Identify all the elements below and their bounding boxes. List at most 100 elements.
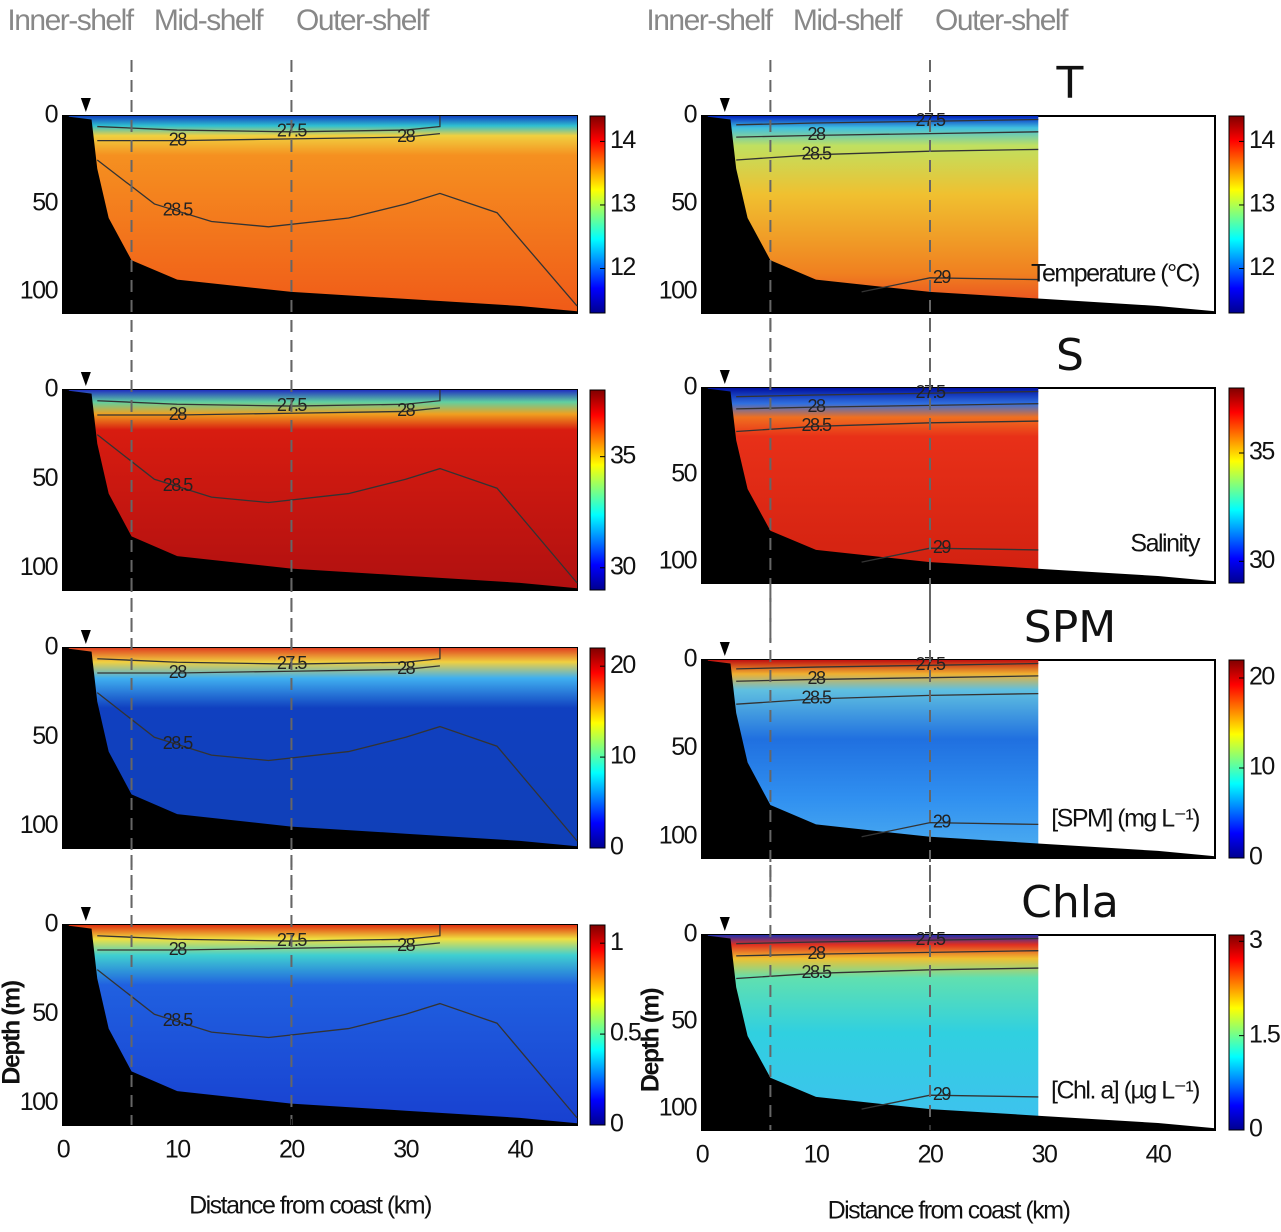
x-tick-label: 0 [696,1141,709,1169]
colorbar-tick-label: 12 [610,253,635,281]
colorbar-tick-label: 1.5 [1249,1020,1280,1048]
isopycnal [736,675,1039,682]
colorbar-tick-label: 3 [1249,926,1262,954]
isopycnal-label: 28.5 [163,733,194,753]
x-tick-label: 30 [393,1136,418,1164]
isopycnal-label: 27.5 [277,395,308,415]
isopycnal [736,420,1039,433]
isopycnal-label: 28 [807,396,826,416]
isopycnal [97,390,441,407]
colorbar [1228,934,1245,1131]
isopycnal-label: 28 [397,126,416,146]
station-marker [80,630,91,644]
x-axis-label: Distance from coast (km) [828,1197,1070,1225]
y-tick-label: 50 [671,460,696,488]
y-tick-label: 50 [671,1007,696,1035]
isopycnal [97,132,440,142]
colorbar-tick-label: 20 [610,651,635,679]
isopycnal [736,937,1039,945]
y-tick-label: 50 [671,733,696,761]
y-tick-label: 50 [671,189,696,217]
station-marker [719,370,730,384]
isopycnal-label: 27.5 [915,382,946,402]
colorbar-tick-label: 0 [610,1110,623,1138]
station-marker [80,907,91,921]
isopycnal-label: 27.5 [915,110,946,130]
x-tick-label: 10 [165,1136,190,1164]
isopycnal [97,665,441,674]
x-tick-label: 40 [1146,1141,1171,1169]
y-tick-label: 50 [32,189,57,217]
isopycnal [736,131,1039,138]
x-tick-label: 10 [804,1141,829,1169]
colorbar-tick-label: 0 [1249,843,1262,871]
x-tick-label: 20 [279,1136,304,1164]
zone-header: Outer-shelf [935,4,1069,37]
y-tick-label: 0 [45,633,58,661]
isopycnal-label: 27.5 [277,121,308,141]
x-axis-label: Distance from coast (km) [189,1192,431,1220]
isopycnal-label: 28.5 [801,962,832,982]
isopycnal [96,692,578,842]
variable-label: Temperature (°C) [1031,260,1199,288]
colorbar [1228,115,1245,314]
y-axis-label: Depth (m) [637,988,665,1092]
variable-label: [SPM] (mg L⁻¹) [1051,805,1199,833]
colorbar-tick-label: 12 [1249,253,1274,281]
isopycnal [736,118,1039,126]
isopycnal-label: 28 [169,404,188,424]
y-axis-label: Depth (m) [0,980,26,1084]
y-tick-label: 0 [45,910,58,938]
variable-label: Salinity [1130,530,1201,558]
bathymetry [702,116,1215,313]
bathymetry [63,925,577,1125]
zone-header: Mid-shelf [154,4,264,37]
isopycnal [736,662,1039,670]
row-title: S [1056,330,1084,381]
isopycnal-label: 29 [933,1084,952,1104]
isopycnal-label: 28 [807,124,826,144]
zone-header: Outer-shelf [296,4,430,37]
y-tick-label: 100 [20,1088,58,1116]
isopycnal [96,159,578,307]
colorbar [589,389,606,591]
colorbar [589,115,606,314]
y-tick-label: 0 [684,920,697,948]
isopycnal [736,148,1039,161]
isopycnal-label: 28 [397,658,416,678]
isopycnal-label: 29 [933,267,952,287]
y-tick-label: 0 [684,373,697,401]
x-tick-label: 40 [507,1136,532,1164]
y-tick-label: 0 [45,375,58,403]
isopycnal [736,692,1039,705]
station-marker [80,98,91,112]
colorbar-tick-label: 13 [610,190,635,218]
zone-header: Inner-shelf [7,4,134,37]
y-tick-label: 100 [20,277,58,305]
y-tick-label: 100 [20,553,58,581]
row-title: Chla [1021,877,1119,928]
bathymetry [702,660,1215,858]
bathymetry [63,390,577,590]
y-tick-label: 0 [684,101,697,129]
y-tick-label: 100 [659,1094,697,1122]
x-tick-label: 30 [1032,1141,1057,1169]
isopycnal-label: 29 [933,812,952,832]
isopycnal-label: 27.5 [915,929,946,949]
row-title: SPM [1024,602,1116,653]
isopycnal [97,407,441,416]
x-tick-label: 0 [57,1136,70,1164]
isopycnal-label: 29 [933,537,952,557]
zone-header: Mid-shelf [793,4,903,37]
y-tick-label: 100 [659,277,697,305]
y-tick-label: 100 [659,821,697,849]
colorbar-tick-label: 14 [1249,126,1275,154]
colorbar-tick-label: 35 [610,441,635,469]
isopycnal-label: 27.5 [277,930,308,950]
colorbar-tick-label: 0 [610,833,623,861]
bathymetry [63,116,577,313]
station-marker [719,917,730,931]
bathymetry [702,388,1215,583]
station-marker [719,98,730,112]
